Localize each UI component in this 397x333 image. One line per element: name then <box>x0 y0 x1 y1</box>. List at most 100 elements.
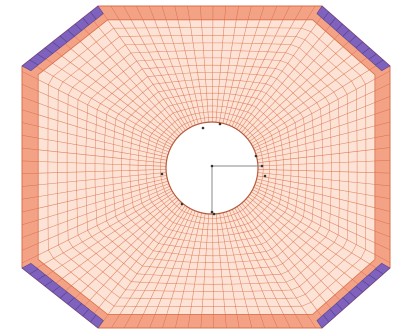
radial-line <box>236 19 307 130</box>
radial-line <box>166 211 199 315</box>
reference-axes <box>211 165 262 212</box>
radial-line <box>38 137 167 161</box>
radial-line <box>225 19 260 125</box>
band-line <box>374 121 391 127</box>
radial-line <box>89 201 182 301</box>
band-line <box>374 70 391 80</box>
band-line <box>136 314 144 329</box>
radial-line <box>177 19 202 124</box>
band-line <box>224 5 227 20</box>
radial-line <box>245 46 344 138</box>
radial-line <box>119 19 188 130</box>
node-marker <box>160 172 164 176</box>
band-line <box>259 5 265 20</box>
node-marker <box>201 126 205 130</box>
radial-line <box>38 102 169 153</box>
radial-line <box>165 19 199 125</box>
band-line <box>374 160 391 162</box>
radial-line <box>241 31 326 133</box>
band-line <box>21 135 39 139</box>
radial-line <box>201 213 210 315</box>
radial-line <box>219 213 238 315</box>
radial-line <box>252 189 376 255</box>
band-line <box>374 219 391 225</box>
band-line <box>21 147 39 151</box>
node-marker <box>263 174 267 178</box>
band-line <box>175 314 179 329</box>
band-line <box>162 314 167 329</box>
radial-line <box>257 169 375 173</box>
radial-line <box>70 48 178 139</box>
band-line <box>374 207 391 212</box>
band-line <box>374 83 391 92</box>
band-line <box>21 109 39 115</box>
radial-line <box>43 190 173 265</box>
radial-line <box>38 114 169 155</box>
radial-mesh-lines <box>38 19 376 315</box>
node-markers <box>160 122 267 216</box>
radial-line <box>142 19 193 127</box>
radial-line <box>130 19 191 128</box>
radial-line <box>154 19 196 126</box>
radial-line <box>257 149 375 163</box>
radial-line <box>71 197 177 286</box>
radial-line <box>257 175 375 197</box>
ring-line <box>137 99 284 237</box>
radial-line <box>189 213 206 315</box>
radial-line <box>243 200 335 296</box>
radial-line <box>253 186 376 244</box>
radial-line <box>254 184 375 232</box>
band-line <box>21 196 39 200</box>
band-line <box>21 254 39 264</box>
radial-line <box>249 61 361 142</box>
radial-line <box>228 19 272 126</box>
band-line <box>21 184 39 187</box>
node-marker <box>210 210 214 214</box>
band-line <box>306 5 316 20</box>
band-line <box>236 5 239 20</box>
radial-line <box>236 206 308 315</box>
ring-line <box>153 111 270 225</box>
radial-line <box>222 19 249 124</box>
radial-line <box>52 192 174 272</box>
radial-line <box>256 178 375 209</box>
band-line <box>271 5 278 20</box>
corner-element <box>21 262 39 275</box>
radial-line <box>226 211 261 315</box>
radial-line <box>62 195 176 279</box>
radial-line <box>61 55 176 141</box>
radial-line <box>219 19 237 123</box>
band-line <box>374 108 391 115</box>
radial-line <box>212 19 214 123</box>
band-line <box>259 314 265 329</box>
band-line <box>224 314 227 329</box>
radial-line <box>252 78 376 147</box>
band-line <box>21 231 39 238</box>
radial-line <box>178 212 202 315</box>
ring-line <box>94 64 324 271</box>
band-line <box>374 242 391 251</box>
radial-line <box>38 183 169 232</box>
radial-line <box>38 178 168 209</box>
band-line <box>200 5 202 20</box>
radial-line <box>143 209 193 315</box>
radial-line <box>38 180 168 221</box>
radial-line <box>241 202 327 303</box>
radial-line <box>131 208 191 315</box>
band-line <box>21 219 39 226</box>
radial-line <box>38 79 172 148</box>
radial-line <box>251 191 370 265</box>
band-line <box>123 314 132 329</box>
radial-line <box>255 113 375 154</box>
radial-line <box>257 172 375 185</box>
ring-line <box>129 92 292 243</box>
band-line <box>110 5 120 20</box>
radial-line <box>234 19 296 128</box>
band-line <box>21 83 39 92</box>
band-line <box>187 5 190 20</box>
radial-line <box>249 194 362 272</box>
radial-line <box>212 213 214 315</box>
radial-line <box>245 198 344 288</box>
